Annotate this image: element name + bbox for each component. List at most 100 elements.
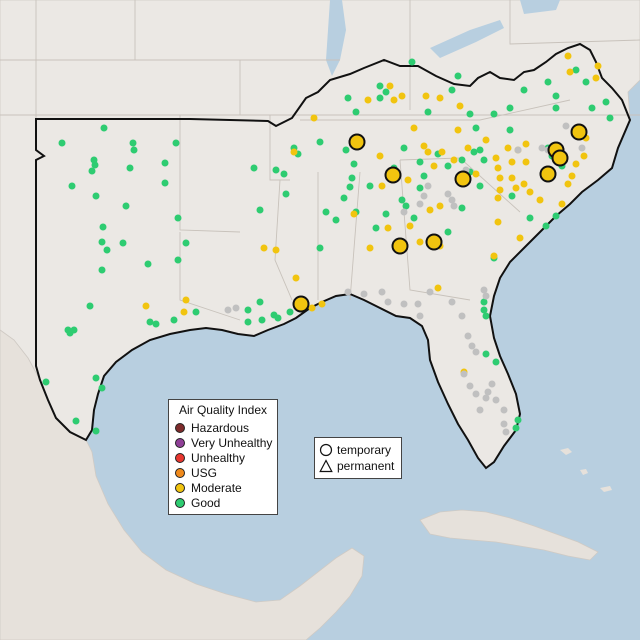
monitor-moderate[interactable] [310, 114, 318, 122]
monitor-good[interactable] [448, 86, 456, 94]
monitor-good[interactable] [256, 206, 264, 214]
monitor-moderate[interactable] [180, 308, 188, 316]
monitor-moderate[interactable] [558, 200, 566, 208]
monitor-good[interactable] [402, 202, 410, 210]
temporary-site-moderate[interactable] [348, 133, 366, 151]
monitor-good[interactable] [476, 182, 484, 190]
temporary-site-moderate[interactable] [391, 237, 409, 255]
monitor-moderate[interactable] [456, 102, 464, 110]
monitor-good[interactable] [512, 424, 520, 432]
monitor-moderate[interactable] [482, 136, 490, 144]
monitor-good[interactable] [346, 183, 354, 191]
monitor-nodata[interactable] [538, 144, 546, 152]
monitor-nodata[interactable] [562, 122, 570, 130]
monitor-moderate[interactable] [508, 158, 516, 166]
monitor-good[interactable] [182, 239, 190, 247]
monitor-good[interactable] [122, 202, 130, 210]
monitor-good[interactable] [376, 82, 384, 90]
monitor-moderate[interactable] [520, 180, 528, 188]
monitor-moderate[interactable] [464, 144, 472, 152]
monitor-good[interactable] [482, 312, 490, 320]
temporary-site-moderate[interactable] [551, 149, 569, 167]
monitor-moderate[interactable] [424, 148, 432, 156]
monitor-moderate[interactable] [454, 126, 462, 134]
monitor-moderate[interactable] [526, 188, 534, 196]
monitor-good[interactable] [144, 260, 152, 268]
monitor-good[interactable] [172, 139, 180, 147]
monitor-moderate[interactable] [496, 174, 504, 182]
monitor-moderate[interactable] [260, 244, 268, 252]
temporary-site-moderate[interactable] [384, 166, 402, 184]
monitor-good[interactable] [119, 239, 127, 247]
monitor-good[interactable] [444, 162, 452, 170]
monitor-nodata[interactable] [464, 332, 472, 340]
monitor-nodata[interactable] [480, 286, 488, 294]
monitor-good[interactable] [514, 416, 522, 424]
monitor-good[interactable] [99, 223, 107, 231]
monitor-good[interactable] [398, 196, 406, 204]
monitor-good[interactable] [161, 179, 169, 187]
monitor-good[interactable] [410, 214, 418, 222]
monitor-moderate[interactable] [566, 68, 574, 76]
monitor-good[interactable] [472, 124, 480, 132]
monitor-nodata[interactable] [500, 420, 508, 428]
monitor-moderate[interactable] [430, 162, 438, 170]
monitor-good[interactable] [520, 86, 528, 94]
monitor-nodata[interactable] [466, 382, 474, 390]
monitor-good[interactable] [129, 139, 137, 147]
monitor-good[interactable] [420, 172, 428, 180]
monitor-good[interactable] [350, 160, 358, 168]
monitor-moderate[interactable] [564, 52, 572, 60]
monitor-good[interactable] [92, 374, 100, 382]
monitor-moderate[interactable] [504, 144, 512, 152]
monitor-moderate[interactable] [564, 180, 572, 188]
temporary-site-moderate[interactable] [425, 233, 443, 251]
monitor-good[interactable] [58, 139, 66, 147]
monitor-good[interactable] [480, 156, 488, 164]
monitor-good[interactable] [572, 66, 580, 74]
monitor-nodata[interactable] [578, 144, 586, 152]
monitor-good[interactable] [92, 427, 100, 435]
monitor-good[interactable] [258, 316, 266, 324]
monitor-good[interactable] [161, 159, 169, 167]
monitor-moderate[interactable] [436, 94, 444, 102]
monitor-good[interactable] [98, 266, 106, 274]
monitor-good[interactable] [552, 92, 560, 100]
monitor-moderate[interactable] [182, 296, 190, 304]
monitor-moderate[interactable] [522, 158, 530, 166]
monitor-nodata[interactable] [384, 298, 392, 306]
monitor-moderate[interactable] [580, 152, 588, 160]
monitor-good[interactable] [552, 104, 560, 112]
monitor-moderate[interactable] [308, 304, 316, 312]
monitor-good[interactable] [416, 158, 424, 166]
monitor-good[interactable] [68, 182, 76, 190]
monitor-moderate[interactable] [410, 124, 418, 132]
temporary-site-moderate[interactable] [539, 165, 557, 183]
monitor-good[interactable] [342, 146, 350, 154]
monitor-moderate[interactable] [490, 252, 498, 260]
monitor-nodata[interactable] [224, 306, 232, 314]
monitor-good[interactable] [408, 58, 416, 66]
monitor-good[interactable] [72, 417, 80, 425]
monitor-moderate[interactable] [508, 174, 516, 182]
monitor-nodata[interactable] [416, 200, 424, 208]
monitor-good[interactable] [88, 167, 96, 175]
monitor-nodata[interactable] [232, 304, 240, 312]
monitor-good[interactable] [322, 208, 330, 216]
monitor-nodata[interactable] [448, 196, 456, 204]
monitor-good[interactable] [372, 224, 380, 232]
monitor-good[interactable] [332, 216, 340, 224]
monitor-good[interactable] [416, 184, 424, 192]
monitor-good[interactable] [130, 146, 138, 154]
monitor-good[interactable] [352, 108, 360, 116]
monitor-nodata[interactable] [400, 208, 408, 216]
monitor-nodata[interactable] [416, 312, 424, 320]
monitor-good[interactable] [454, 72, 462, 80]
monitor-good[interactable] [250, 164, 258, 172]
monitor-moderate[interactable] [364, 96, 372, 104]
monitor-moderate[interactable] [378, 182, 386, 190]
monitor-moderate[interactable] [290, 148, 298, 156]
monitor-nodata[interactable] [444, 190, 452, 198]
monitor-good[interactable] [244, 306, 252, 314]
monitor-moderate[interactable] [142, 302, 150, 310]
